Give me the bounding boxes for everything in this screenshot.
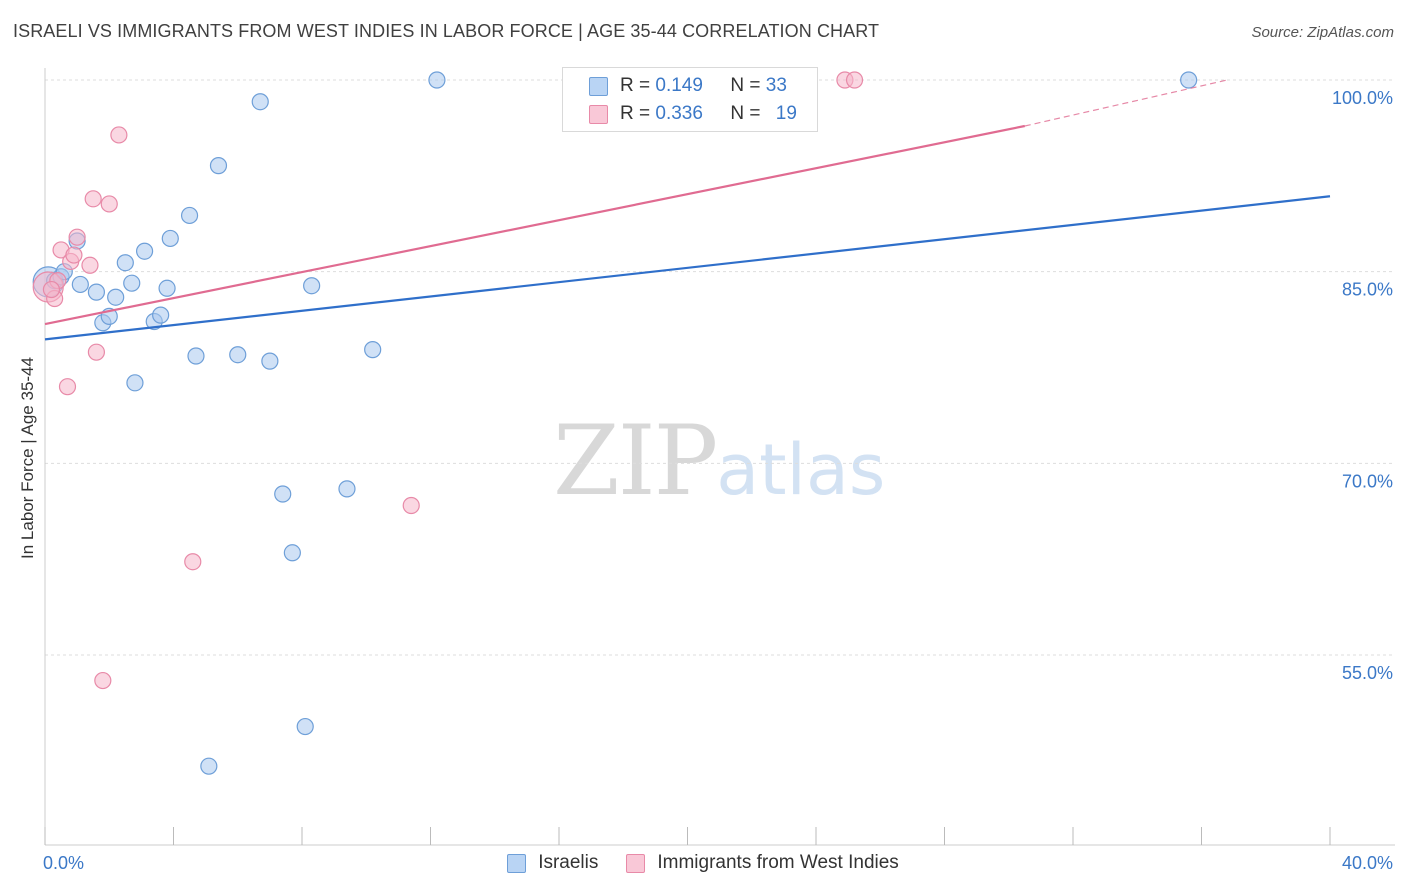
data-point-israelis xyxy=(135,242,154,260)
data-point-west-indies xyxy=(184,553,202,571)
y-tick-label: 85.0% xyxy=(1342,280,1393,300)
data-point-israelis xyxy=(126,374,144,392)
data-point-israelis xyxy=(303,277,321,295)
data-point-israelis xyxy=(1180,71,1198,89)
data-point-israelis xyxy=(152,306,170,324)
data-point-israelis xyxy=(180,206,199,225)
trend-line-israelis xyxy=(44,195,1331,341)
data-point-west-indies xyxy=(100,195,118,213)
data-point-west-indies xyxy=(402,496,420,515)
r-value-west-indies: 0.336 xyxy=(655,103,703,124)
data-point-israelis xyxy=(296,717,314,736)
y-axis-label: In Labor Force | Age 35-44 xyxy=(18,357,37,559)
r-label: R = xyxy=(620,103,656,124)
legend-label-israelis: Israelis xyxy=(538,852,599,873)
x-tick-label: 0.0% xyxy=(43,853,84,873)
data-point-israelis xyxy=(71,275,89,294)
data-point-israelis xyxy=(274,485,292,503)
data-point-west-indies xyxy=(42,280,61,299)
data-point-israelis xyxy=(209,157,228,175)
n-label: N = xyxy=(730,103,766,124)
data-point-israelis xyxy=(283,544,301,562)
data-point-west-indies xyxy=(94,671,112,690)
data-point-israelis xyxy=(428,71,446,89)
y-tick-label: 70.0% xyxy=(1342,471,1393,491)
data-point-israelis xyxy=(338,480,356,498)
israelis-swatch xyxy=(589,76,608,96)
israelis-legend-swatch xyxy=(507,853,527,873)
legend-item-israelis: Israelis xyxy=(507,852,598,874)
legend-label-west-indies: Immigrants from West Indies xyxy=(657,852,899,873)
data-point-israelis xyxy=(229,346,247,364)
r-label: R = xyxy=(620,75,656,96)
n-label: N = xyxy=(730,75,766,96)
west-indies-swatch xyxy=(589,104,608,124)
data-point-west-indies xyxy=(87,343,106,361)
y-tick-label: 55.0% xyxy=(1342,663,1393,683)
data-point-israelis xyxy=(161,229,179,248)
x-tick-label: 40.0% xyxy=(1342,853,1393,873)
legend-item-west-indies: Immigrants from West Indies xyxy=(626,852,899,874)
trend-line-extension-west-indies xyxy=(1024,79,1228,127)
data-point-west-indies xyxy=(58,378,77,396)
data-point-west-indies xyxy=(845,71,864,89)
data-point-west-indies xyxy=(81,256,99,274)
data-point-israelis xyxy=(200,757,218,775)
series-legend: Israelis Immigrants from West Indies xyxy=(0,852,1406,874)
r-value-israelis: 0.149 xyxy=(655,75,703,96)
data-point-west-indies xyxy=(110,126,128,144)
n-value-israelis: 33 xyxy=(765,75,787,96)
west-indies-legend-swatch xyxy=(626,853,646,873)
data-point-israelis xyxy=(87,283,106,301)
data-point-israelis xyxy=(364,341,382,359)
data-point-israelis xyxy=(158,279,176,297)
data-point-israelis xyxy=(123,274,141,292)
stats-legend: R = 0.149 N = 33 R = 0.336 N = 19 xyxy=(562,67,818,132)
y-tick-label: 100.0% xyxy=(1332,88,1393,108)
data-point-israelis xyxy=(107,288,125,306)
data-point-israelis xyxy=(261,352,279,370)
chart-title: ISRAELI VS IMMIGRANTS FROM WEST INDIES I… xyxy=(13,21,880,41)
n-value-west-indies: 19 xyxy=(775,103,797,124)
stats-row-west-indies: R = 0.336 N = 19 xyxy=(563,100,797,128)
trend-line-west-indies xyxy=(44,124,1026,326)
source-label: Source: ZipAtlas.com xyxy=(1251,24,1394,41)
stats-row-israelis: R = 0.149 N = 33 xyxy=(563,72,787,100)
data-point-israelis xyxy=(187,347,205,365)
data-point-west-indies xyxy=(68,228,86,246)
data-point-west-indies xyxy=(84,190,102,208)
data-point-israelis xyxy=(251,93,269,111)
data-point-west-indies xyxy=(65,246,83,264)
data-point-israelis xyxy=(116,254,134,272)
